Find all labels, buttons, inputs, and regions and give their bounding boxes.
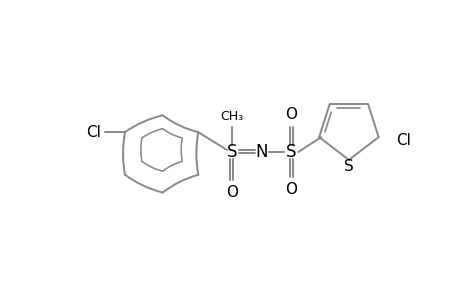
- Text: O: O: [225, 185, 237, 200]
- Text: S: S: [343, 159, 353, 174]
- Text: O: O: [285, 182, 297, 197]
- Text: N: N: [255, 143, 268, 161]
- Text: S: S: [285, 143, 296, 161]
- Text: Cl: Cl: [86, 125, 101, 140]
- Text: O: O: [285, 107, 297, 122]
- Text: CH₃: CH₃: [220, 110, 243, 123]
- Text: S: S: [226, 143, 237, 161]
- Text: Cl: Cl: [396, 133, 410, 148]
